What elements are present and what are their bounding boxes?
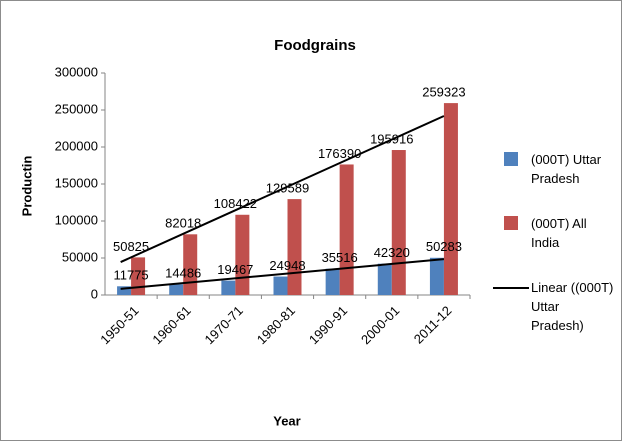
y-tick-label: 100000	[55, 212, 98, 227]
legend-label: Linear ((000T) Uttar Pradesh)	[531, 280, 614, 333]
data-label: 11775	[113, 268, 148, 283]
bar	[183, 234, 198, 295]
legend-item: (000T) Uttar Pradesh	[493, 150, 618, 188]
bar	[377, 263, 392, 295]
bar	[391, 150, 406, 295]
x-axis-label: Year	[273, 413, 300, 428]
legend-key	[504, 152, 518, 166]
legend-key	[493, 287, 529, 289]
chart-title: Foodgrains	[274, 37, 356, 54]
legend-item: Linear ((000T) Uttar Pradesh)	[493, 278, 618, 335]
y-tick-label: 150000	[55, 175, 98, 190]
legend: (000T) Uttar Pradesh (000T) All India Line…	[493, 150, 618, 361]
trendline	[120, 115, 445, 263]
bar	[221, 280, 236, 295]
legend-item: (000T) All India	[493, 214, 618, 252]
y-tick-label: 50000	[62, 249, 98, 264]
bar	[169, 284, 184, 295]
bar	[117, 286, 132, 295]
bar	[131, 257, 146, 295]
data-label: 129589	[266, 181, 309, 196]
trendline	[120, 258, 445, 290]
legend-label: (000T) Uttar Pradesh	[531, 152, 602, 186]
y-tick-label: 300000	[55, 64, 98, 79]
data-label: 176390	[318, 146, 361, 161]
bar	[273, 276, 288, 295]
bar	[443, 103, 458, 295]
bar	[339, 164, 354, 295]
data-label: 14486	[165, 266, 201, 281]
data-label: 50825	[113, 239, 149, 254]
legend-label: (000T) All India	[531, 216, 587, 250]
bar	[429, 257, 444, 295]
bar	[325, 268, 340, 295]
y-axis-label: Productin	[19, 156, 34, 217]
y-tick-label: 0	[91, 286, 98, 301]
data-label: 259323	[422, 85, 465, 100]
bar	[235, 214, 250, 295]
data-label: 24948	[269, 258, 305, 273]
data-label: 19467	[217, 262, 253, 277]
data-label: 42320	[374, 245, 410, 260]
y-tick-label: 250000	[55, 101, 98, 116]
data-label: 108422	[214, 196, 257, 211]
legend-key	[504, 216, 518, 230]
data-label: 82018	[165, 216, 201, 231]
bar	[287, 199, 302, 295]
data-label: 195916	[370, 131, 413, 146]
data-label: 35516	[322, 250, 358, 265]
data-label: 50283	[426, 239, 462, 254]
y-tick-label: 200000	[55, 138, 98, 153]
